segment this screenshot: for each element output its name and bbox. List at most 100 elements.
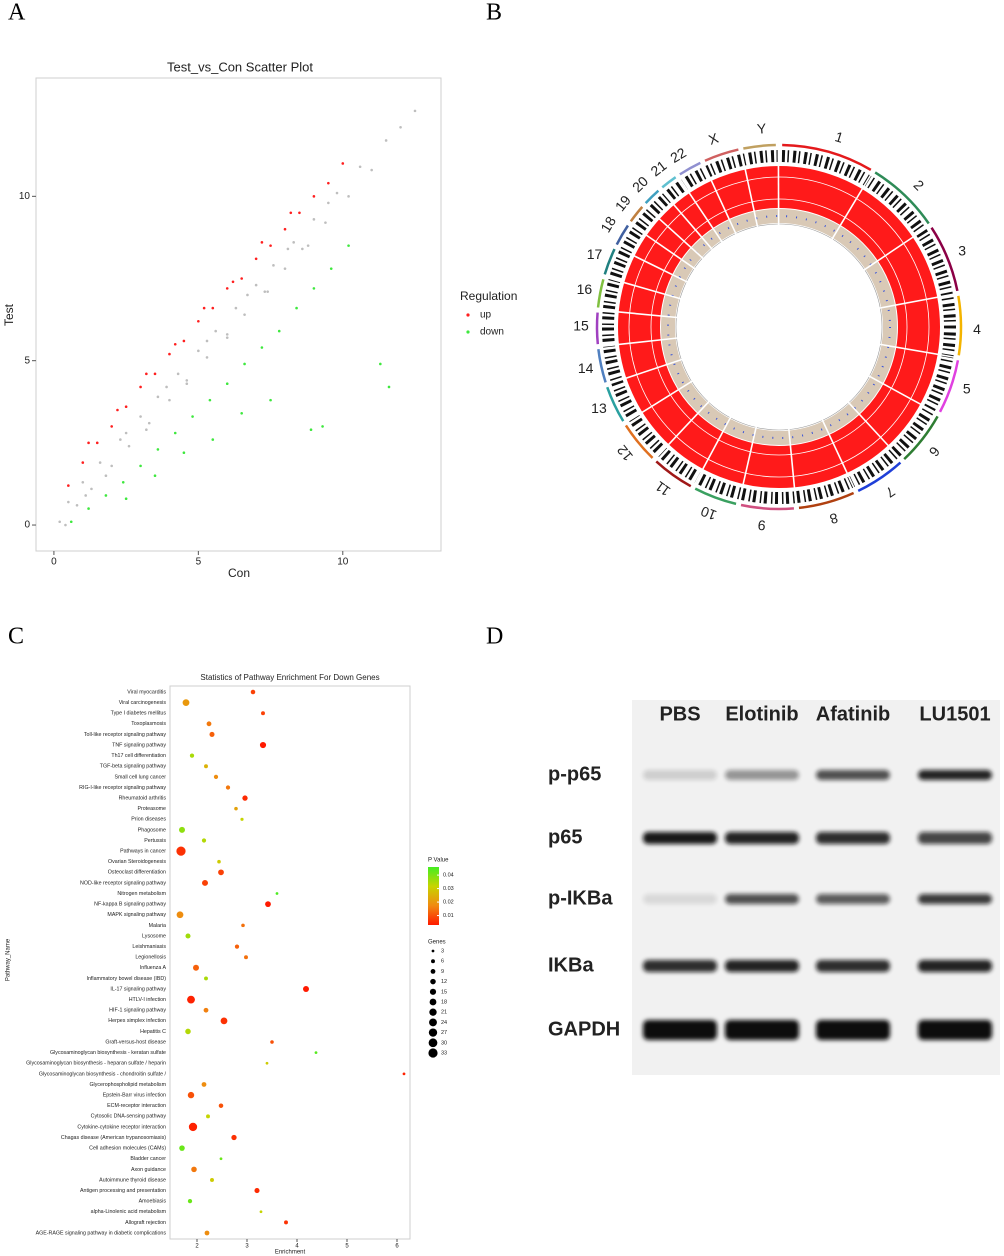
dot <box>179 826 185 833</box>
chromosome-label: 4 <box>973 321 981 337</box>
y-tick-label: HTLV-I infection <box>129 997 166 1003</box>
point <box>269 244 272 247</box>
colorbar-label: 0.01 <box>443 913 454 919</box>
size-legend-label: 27 <box>441 1030 447 1036</box>
dot <box>219 1157 223 1161</box>
dot <box>275 892 279 895</box>
point <box>116 408 119 412</box>
band <box>816 894 890 904</box>
dot <box>225 785 231 790</box>
point <box>292 241 295 244</box>
point <box>384 139 388 142</box>
chromosome-label: 10 <box>698 503 718 524</box>
point <box>110 425 113 428</box>
y-tick-label: TGF-beta signaling pathway <box>100 764 167 770</box>
chromosome-label: 14 <box>578 360 594 376</box>
dot <box>265 1061 269 1065</box>
dot <box>204 976 208 981</box>
dot <box>185 1028 191 1035</box>
dot <box>182 699 190 707</box>
dot <box>402 1072 406 1076</box>
chromosome-separator <box>605 276 682 300</box>
y-axis-label: Pathway_Name <box>6 938 12 981</box>
lane-label: LU1501 <box>919 703 990 725</box>
point <box>156 448 160 451</box>
band <box>918 1020 992 1040</box>
y-tick-label: NF-kappa B signaling pathway <box>94 902 166 908</box>
point <box>145 372 148 376</box>
dot <box>314 1051 318 1055</box>
point <box>283 227 287 231</box>
dot <box>250 689 256 695</box>
chromosome-label: 9 <box>757 517 766 534</box>
point <box>147 421 151 425</box>
band <box>918 770 992 780</box>
chromosome-arc <box>595 312 600 345</box>
chromosome-separator <box>678 176 723 243</box>
point <box>168 352 171 356</box>
point <box>240 411 243 415</box>
y-tick-label: Inflammatory bowel disease (IBD) <box>87 976 167 982</box>
point <box>301 247 304 251</box>
point <box>98 461 102 464</box>
point <box>283 267 287 270</box>
point <box>341 162 345 165</box>
dot <box>209 731 215 737</box>
point <box>205 356 209 359</box>
chromosome-separator <box>821 419 856 491</box>
band <box>725 770 799 780</box>
chromosome-arc <box>782 143 872 171</box>
y-tick-label: Antigen processing and presentation <box>80 1188 166 1194</box>
dot <box>188 1122 198 1132</box>
band <box>725 1020 799 1040</box>
point <box>246 293 249 297</box>
chromosome-label: 13 <box>591 400 607 416</box>
chromosome-label: 17 <box>587 246 603 262</box>
x-tick-label: 3 <box>245 1244 249 1250</box>
point <box>81 481 85 484</box>
y-tick-label: Phagosome <box>138 827 166 833</box>
y-tick-label: Rheumatoid arthritis <box>119 795 167 801</box>
chromosome-label: 20 <box>629 173 651 195</box>
point <box>104 474 108 478</box>
dot <box>185 933 191 939</box>
y-tick-label: HIF-1 signaling pathway <box>109 1008 166 1014</box>
chromosome-label: 19 <box>612 192 634 214</box>
dot <box>241 923 245 928</box>
y-tick-label: Proteasome <box>137 806 166 812</box>
y-tick-label: Small cell lung cancer <box>114 774 166 780</box>
point <box>165 385 168 389</box>
size-legend-label: 21 <box>441 1010 447 1016</box>
chromosome-label: 16 <box>577 281 593 297</box>
chromosome-label: 18 <box>597 213 619 235</box>
point <box>75 504 79 507</box>
legend-title: Regulation <box>460 289 517 303</box>
chromosome-separator <box>644 205 704 260</box>
dot <box>265 901 271 908</box>
y-tick-label: Herpes simplex infection <box>108 1018 166 1024</box>
legend-marker <box>466 313 470 317</box>
point <box>84 494 87 497</box>
point <box>347 244 350 247</box>
point <box>272 264 275 267</box>
y-tick-label: Lysosome <box>142 933 166 939</box>
dot <box>210 1178 214 1182</box>
legend-label: down <box>480 327 504 338</box>
y-tick-label: 10 <box>19 191 31 202</box>
band <box>643 832 717 844</box>
point <box>87 441 90 445</box>
y-tick-label: Th17 cell differentiation <box>111 753 166 759</box>
chromosome-label: 22 <box>667 144 689 166</box>
chromosome-arc <box>679 161 701 176</box>
lane-label: PBS <box>659 703 700 725</box>
chromosome-arc <box>938 360 960 413</box>
point <box>263 290 267 293</box>
point <box>312 218 316 221</box>
point <box>197 319 200 323</box>
point <box>289 211 293 215</box>
dot <box>191 1166 197 1173</box>
point <box>312 287 316 290</box>
blot-image <box>632 700 1000 1075</box>
point <box>234 306 238 310</box>
